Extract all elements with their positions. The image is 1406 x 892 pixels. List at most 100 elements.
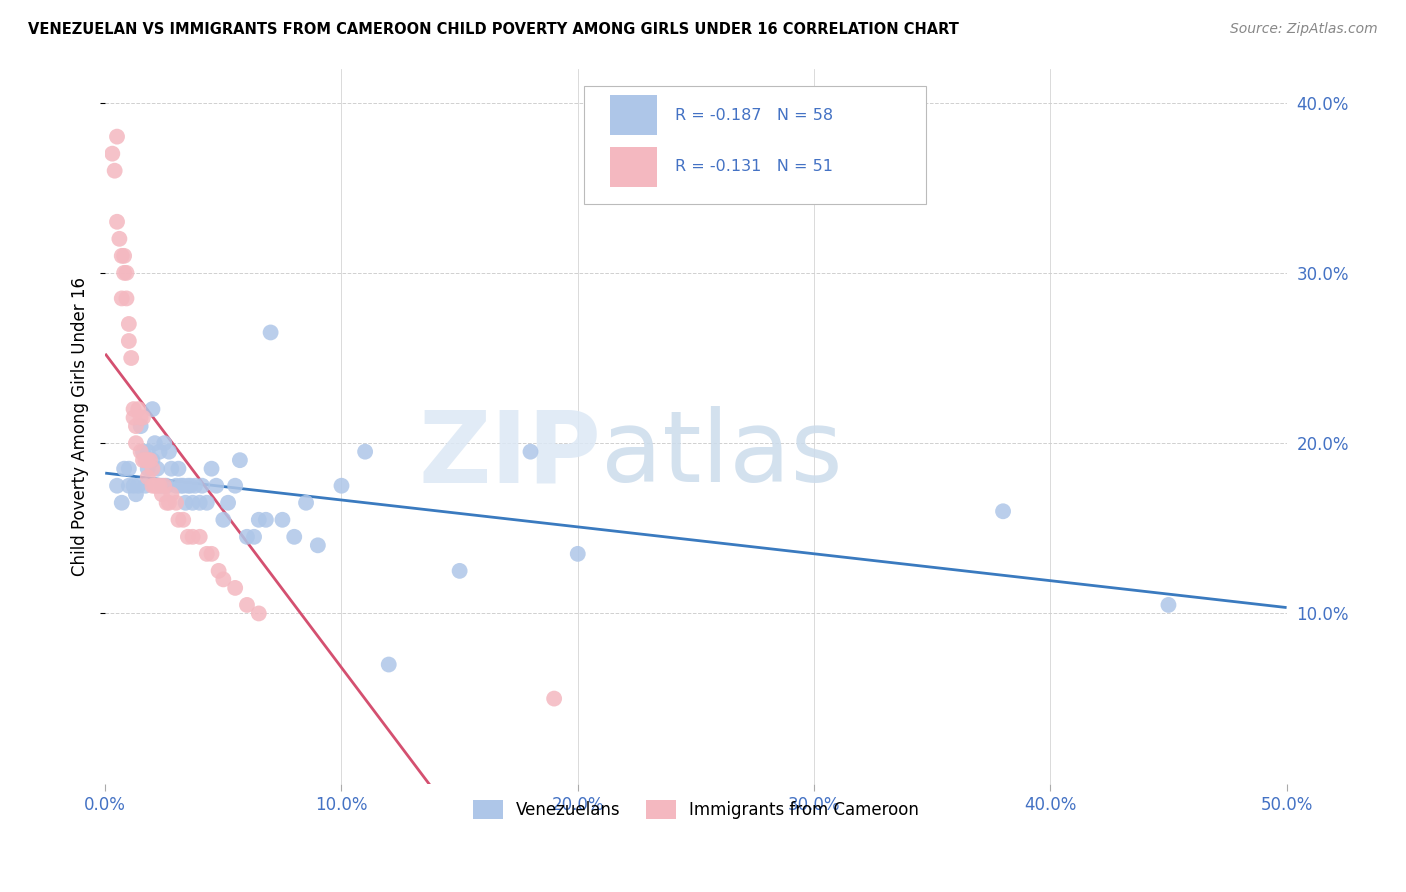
- Point: [236, 598, 259, 612]
- Point: [167, 461, 190, 475]
- Point: [200, 461, 222, 475]
- Point: [195, 547, 218, 561]
- Point: [112, 266, 135, 280]
- Point: [125, 487, 148, 501]
- Point: [188, 530, 211, 544]
- Point: [146, 461, 169, 475]
- Point: [247, 607, 270, 621]
- Point: [271, 513, 294, 527]
- Point: [134, 479, 156, 493]
- Point: [191, 479, 214, 493]
- Point: [157, 444, 180, 458]
- Point: [172, 513, 194, 527]
- Point: [125, 419, 148, 434]
- FancyBboxPatch shape: [610, 95, 657, 135]
- Point: [174, 496, 197, 510]
- Point: [295, 496, 318, 510]
- Point: [139, 453, 162, 467]
- Point: [105, 215, 128, 229]
- Point: [115, 292, 138, 306]
- Point: [184, 479, 207, 493]
- Point: [307, 538, 329, 552]
- Y-axis label: Child Poverty Among Girls Under 16: Child Poverty Among Girls Under 16: [72, 277, 89, 575]
- Point: [118, 334, 141, 348]
- Point: [991, 504, 1014, 518]
- FancyBboxPatch shape: [583, 87, 927, 204]
- Point: [118, 317, 141, 331]
- FancyBboxPatch shape: [610, 147, 657, 186]
- Point: [243, 530, 266, 544]
- Point: [165, 496, 187, 510]
- Point: [177, 530, 200, 544]
- Point: [111, 249, 134, 263]
- Point: [212, 573, 235, 587]
- Point: [132, 410, 155, 425]
- Legend: Venezuelans, Immigrants from Cameroon: Venezuelans, Immigrants from Cameroon: [467, 793, 925, 825]
- Point: [153, 436, 176, 450]
- Point: [236, 530, 259, 544]
- Point: [141, 461, 163, 475]
- Point: [125, 436, 148, 450]
- Point: [247, 513, 270, 527]
- Point: [195, 496, 218, 510]
- Point: [134, 453, 156, 467]
- Point: [136, 461, 159, 475]
- Point: [122, 402, 145, 417]
- Point: [122, 479, 145, 493]
- Point: [112, 249, 135, 263]
- Text: R = -0.131   N = 51: R = -0.131 N = 51: [675, 160, 832, 174]
- Point: [181, 496, 204, 510]
- Point: [170, 479, 193, 493]
- Point: [354, 444, 377, 458]
- Point: [141, 453, 163, 467]
- Point: [112, 461, 135, 475]
- Point: [136, 453, 159, 467]
- Point: [153, 479, 176, 493]
- Point: [212, 513, 235, 527]
- Point: [567, 547, 589, 561]
- Point: [167, 513, 190, 527]
- Point: [519, 444, 541, 458]
- Text: VENEZUELAN VS IMMIGRANTS FROM CAMEROON CHILD POVERTY AMONG GIRLS UNDER 16 CORREL: VENEZUELAN VS IMMIGRANTS FROM CAMEROON C…: [28, 22, 959, 37]
- Point: [132, 453, 155, 467]
- Point: [188, 496, 211, 510]
- Point: [143, 479, 166, 493]
- Point: [205, 479, 228, 493]
- Point: [224, 479, 246, 493]
- Point: [132, 444, 155, 458]
- Point: [141, 479, 163, 493]
- Point: [105, 129, 128, 144]
- Point: [148, 444, 170, 458]
- Point: [129, 444, 152, 458]
- Point: [229, 453, 252, 467]
- Point: [127, 479, 149, 493]
- Point: [111, 292, 134, 306]
- Point: [120, 351, 142, 365]
- Point: [156, 479, 179, 493]
- Point: [179, 479, 201, 493]
- Point: [127, 402, 149, 417]
- Text: Source: ZipAtlas.com: Source: ZipAtlas.com: [1230, 22, 1378, 37]
- Point: [1157, 598, 1180, 612]
- Point: [156, 496, 179, 510]
- Point: [111, 496, 134, 510]
- Text: atlas: atlas: [602, 406, 844, 503]
- Point: [136, 470, 159, 484]
- Point: [122, 410, 145, 425]
- Point: [160, 461, 183, 475]
- Point: [150, 487, 173, 501]
- Point: [172, 479, 194, 493]
- Point: [283, 530, 305, 544]
- Point: [217, 496, 239, 510]
- Point: [143, 436, 166, 450]
- Point: [118, 461, 141, 475]
- Point: [104, 163, 127, 178]
- Point: [330, 479, 353, 493]
- Point: [259, 326, 281, 340]
- Point: [224, 581, 246, 595]
- Point: [105, 479, 128, 493]
- Point: [377, 657, 399, 672]
- Point: [181, 530, 204, 544]
- Point: [177, 479, 200, 493]
- Point: [129, 410, 152, 425]
